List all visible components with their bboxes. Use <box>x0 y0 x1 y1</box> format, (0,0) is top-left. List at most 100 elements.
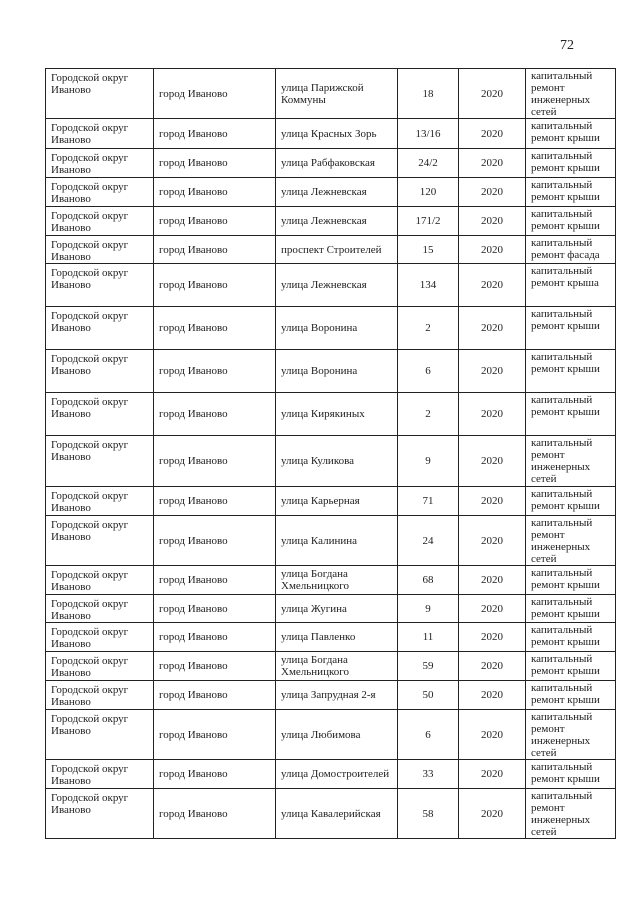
table-row: Городской округ Иваново город Иваново улиц… <box>45 622 616 652</box>
cell-street: улица Воронина <box>275 306 398 350</box>
cell-settlement: город Иваново <box>153 118 276 149</box>
cell-work-type: капитальный ремонт крыши <box>525 594 616 623</box>
cell-house-number: 50 <box>397 680 459 710</box>
cell-work-type: капитальный ремонт крыши <box>525 486 616 516</box>
cell-year: 2020 <box>458 515 526 566</box>
cell-year: 2020 <box>458 709 526 760</box>
cell-work-type: капитальный ремонт крыши <box>525 177 616 207</box>
cell-work-type: капитальный ремонт крыши <box>525 651 616 681</box>
cell-work-type: капитальный ремонт крыши <box>525 306 616 350</box>
cell-street: улица Рабфаковская <box>275 148 398 178</box>
cell-municipality: Городской округ Иваново <box>45 349 154 393</box>
cell-settlement: город Иваново <box>153 515 276 566</box>
cell-house-number: 24 <box>397 515 459 566</box>
cell-street: улица Лежневская <box>275 206 398 236</box>
cell-year: 2020 <box>458 622 526 652</box>
page-number: 72 <box>560 38 574 53</box>
table-row: Городской округ Иваново город Иваново улиц… <box>45 148 616 178</box>
table-row: Городской округ Иваново город Иваново улиц… <box>45 206 616 236</box>
cell-house-number: 6 <box>397 709 459 760</box>
table-row: Городской округ Иваново город Иваново улиц… <box>45 263 616 307</box>
cell-street: улица Павленко <box>275 622 398 652</box>
cell-municipality: Городской округ Иваново <box>45 392 154 436</box>
cell-work-type: капитальный ремонт крыши <box>525 148 616 178</box>
cell-year: 2020 <box>458 148 526 178</box>
cell-work-type: капитальный ремонт крыши <box>525 759 616 789</box>
cell-street: улица Богдана Хмельницкого <box>275 565 398 595</box>
cell-settlement: город Иваново <box>153 392 276 436</box>
cell-house-number: 2 <box>397 392 459 436</box>
cell-municipality: Городской округ Иваново <box>45 263 154 307</box>
cell-year: 2020 <box>458 206 526 236</box>
cell-settlement: город Иваново <box>153 651 276 681</box>
table-row: Городской округ Иваново город Иваново прос… <box>45 235 616 264</box>
cell-street: улица Парижской Коммуны <box>275 68 398 119</box>
cell-work-type: капитальный ремонт инженерных сетей <box>525 68 616 119</box>
cell-house-number: 33 <box>397 759 459 789</box>
cell-municipality: Городской округ Иваново <box>45 651 154 681</box>
cell-settlement: город Иваново <box>153 177 276 207</box>
cell-house-number: 71 <box>397 486 459 516</box>
cell-year: 2020 <box>458 118 526 149</box>
table-row: Городской округ Иваново город Иваново улиц… <box>45 709 616 760</box>
table-row: Городской округ Иваново город Иваново улиц… <box>45 177 616 207</box>
cell-municipality: Городской округ Иваново <box>45 68 154 119</box>
cell-street: улица Лежневская <box>275 177 398 207</box>
cell-municipality: Городской округ Иваново <box>45 788 154 839</box>
cell-settlement: город Иваново <box>153 263 276 307</box>
cell-year: 2020 <box>458 759 526 789</box>
cell-house-number: 18 <box>397 68 459 119</box>
table-row: Городской округ Иваново город Иваново улиц… <box>45 349 616 393</box>
cell-street: улица Воронина <box>275 349 398 393</box>
cell-house-number: 134 <box>397 263 459 307</box>
cell-street: улица Запрудная 2-я <box>275 680 398 710</box>
cell-settlement: город Иваново <box>153 349 276 393</box>
cell-municipality: Городской округ Иваново <box>45 177 154 207</box>
table-row: Городской округ Иваново город Иваново улиц… <box>45 788 616 839</box>
cell-house-number: 6 <box>397 349 459 393</box>
cell-work-type: капитальный ремонт крыши <box>525 622 616 652</box>
cell-municipality: Городской округ Иваново <box>45 515 154 566</box>
cell-work-type: капитальный ремонт крыши <box>525 206 616 236</box>
cell-street: улица Кирякиных <box>275 392 398 436</box>
cell-house-number: 13/16 <box>397 118 459 149</box>
cell-street: улица Кавалерийская <box>275 788 398 839</box>
cell-settlement: город Иваново <box>153 206 276 236</box>
cell-year: 2020 <box>458 435 526 487</box>
cell-municipality: Городской округ Иваново <box>45 306 154 350</box>
cell-work-type: капитальный ремонт крыши <box>525 392 616 436</box>
cell-settlement: город Иваново <box>153 680 276 710</box>
cell-municipality: Городской округ Иваново <box>45 235 154 264</box>
cell-street: улица Карьерная <box>275 486 398 516</box>
cell-municipality: Городской округ Иваново <box>45 622 154 652</box>
cell-settlement: город Иваново <box>153 235 276 264</box>
cell-street: улица Домостроителей <box>275 759 398 789</box>
table-row: Городской округ Иваново город Иваново улиц… <box>45 515 616 566</box>
cell-municipality: Городской округ Иваново <box>45 148 154 178</box>
cell-year: 2020 <box>458 349 526 393</box>
table-row: Городской округ Иваново город Иваново улиц… <box>45 594 616 623</box>
table-row: Городской округ Иваново город Иваново улиц… <box>45 306 616 350</box>
table-row: Городской округ Иваново город Иваново улиц… <box>45 651 616 681</box>
cell-settlement: город Иваново <box>153 68 276 119</box>
cell-year: 2020 <box>458 594 526 623</box>
cell-year: 2020 <box>458 177 526 207</box>
cell-municipality: Городской округ Иваново <box>45 709 154 760</box>
table-row: Городской округ Иваново город Иваново улиц… <box>45 759 616 789</box>
cell-year: 2020 <box>458 306 526 350</box>
cell-house-number: 24/2 <box>397 148 459 178</box>
cell-settlement: город Иваново <box>153 709 276 760</box>
cell-year: 2020 <box>458 651 526 681</box>
cell-year: 2020 <box>458 486 526 516</box>
cell-house-number: 9 <box>397 435 459 487</box>
cell-work-type: капитальный ремонт крыши <box>525 118 616 149</box>
cell-house-number: 11 <box>397 622 459 652</box>
cell-year: 2020 <box>458 680 526 710</box>
table-row: Городской округ Иваново город Иваново улиц… <box>45 435 616 487</box>
cell-settlement: город Иваново <box>153 622 276 652</box>
cell-house-number: 171/2 <box>397 206 459 236</box>
cell-municipality: Городской округ Иваново <box>45 486 154 516</box>
cell-street: улица Жугина <box>275 594 398 623</box>
cell-house-number: 120 <box>397 177 459 207</box>
cell-work-type: капитальный ремонт крыши <box>525 565 616 595</box>
